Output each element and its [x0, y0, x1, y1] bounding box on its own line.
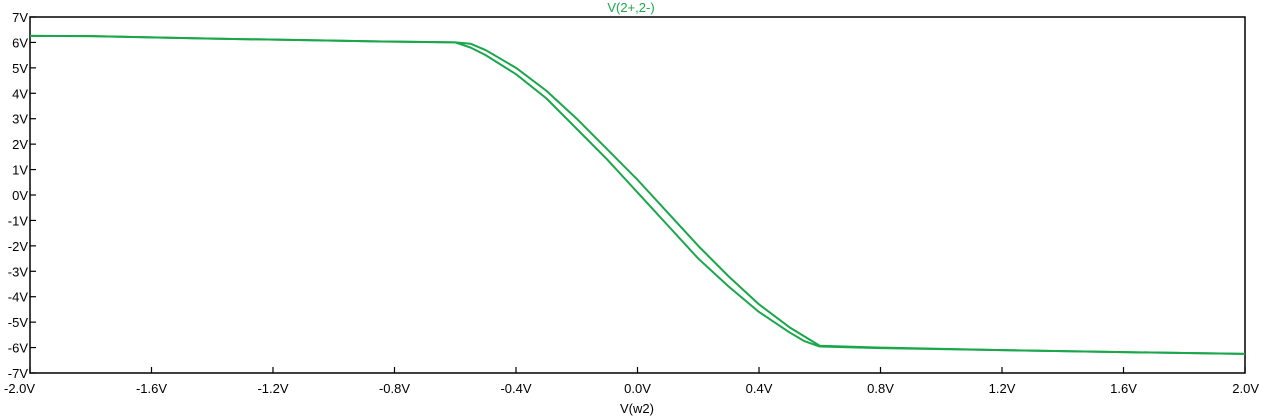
- y-tick-label: 0V: [12, 188, 28, 203]
- x-tick-label: 2.0V: [1232, 381, 1259, 396]
- y-tick-label: -2V: [8, 239, 29, 254]
- y-tick-label: 6V: [12, 35, 28, 50]
- x-tick-label: 1.2V: [989, 381, 1016, 396]
- y-tick-label: 5V: [12, 61, 28, 76]
- series-line-2: [29, 34, 1246, 355]
- x-tick-label: -2.0V: [4, 381, 35, 396]
- x-tick-label: 0.0V: [624, 381, 651, 396]
- y-tick-label: 1V: [12, 163, 28, 178]
- y-tick-label: 4V: [12, 86, 28, 101]
- plot-frame: [29, 16, 1246, 374]
- y-axis: 7V 6V 5V 4V 3V 2V 1V 0V -1V -2V -3V -4V -5V -6V -7V: [8, 10, 36, 381]
- y-tick-label: 2V: [12, 137, 28, 152]
- series-group: [29, 34, 1246, 355]
- x-tick-label: -1.6V: [136, 381, 167, 396]
- y-tick-label: -7V: [8, 366, 29, 381]
- y-tick-label: -4V: [8, 290, 29, 305]
- x-tick-label: -1.2V: [257, 381, 288, 396]
- series-line-1: [29, 34, 1246, 355]
- x-tick-label: 0.4V: [746, 381, 773, 396]
- y-tick-label: -5V: [8, 315, 29, 330]
- x-tick-label: -0.8V: [379, 381, 410, 396]
- x-axis-title: V(w2): [620, 401, 654, 416]
- y-tick-label: 7V: [12, 10, 28, 25]
- x-tick-label: 0.8V: [867, 381, 894, 396]
- x-tick-label: -0.4V: [500, 381, 531, 396]
- y-tick-label: -3V: [8, 264, 29, 279]
- y-tick-label: 3V: [12, 112, 28, 127]
- chart-title: V(2+,2-): [607, 0, 654, 15]
- y-tick-label: -6V: [8, 341, 29, 356]
- y-tick-label: -1V: [8, 213, 29, 228]
- x-axis: -2.0V -1.6V -1.2V -0.8V -0.4V 0.0V 0.4V 0.8V 1.2…: [4, 367, 1259, 396]
- x-tick-label: 1.6V: [1110, 381, 1137, 396]
